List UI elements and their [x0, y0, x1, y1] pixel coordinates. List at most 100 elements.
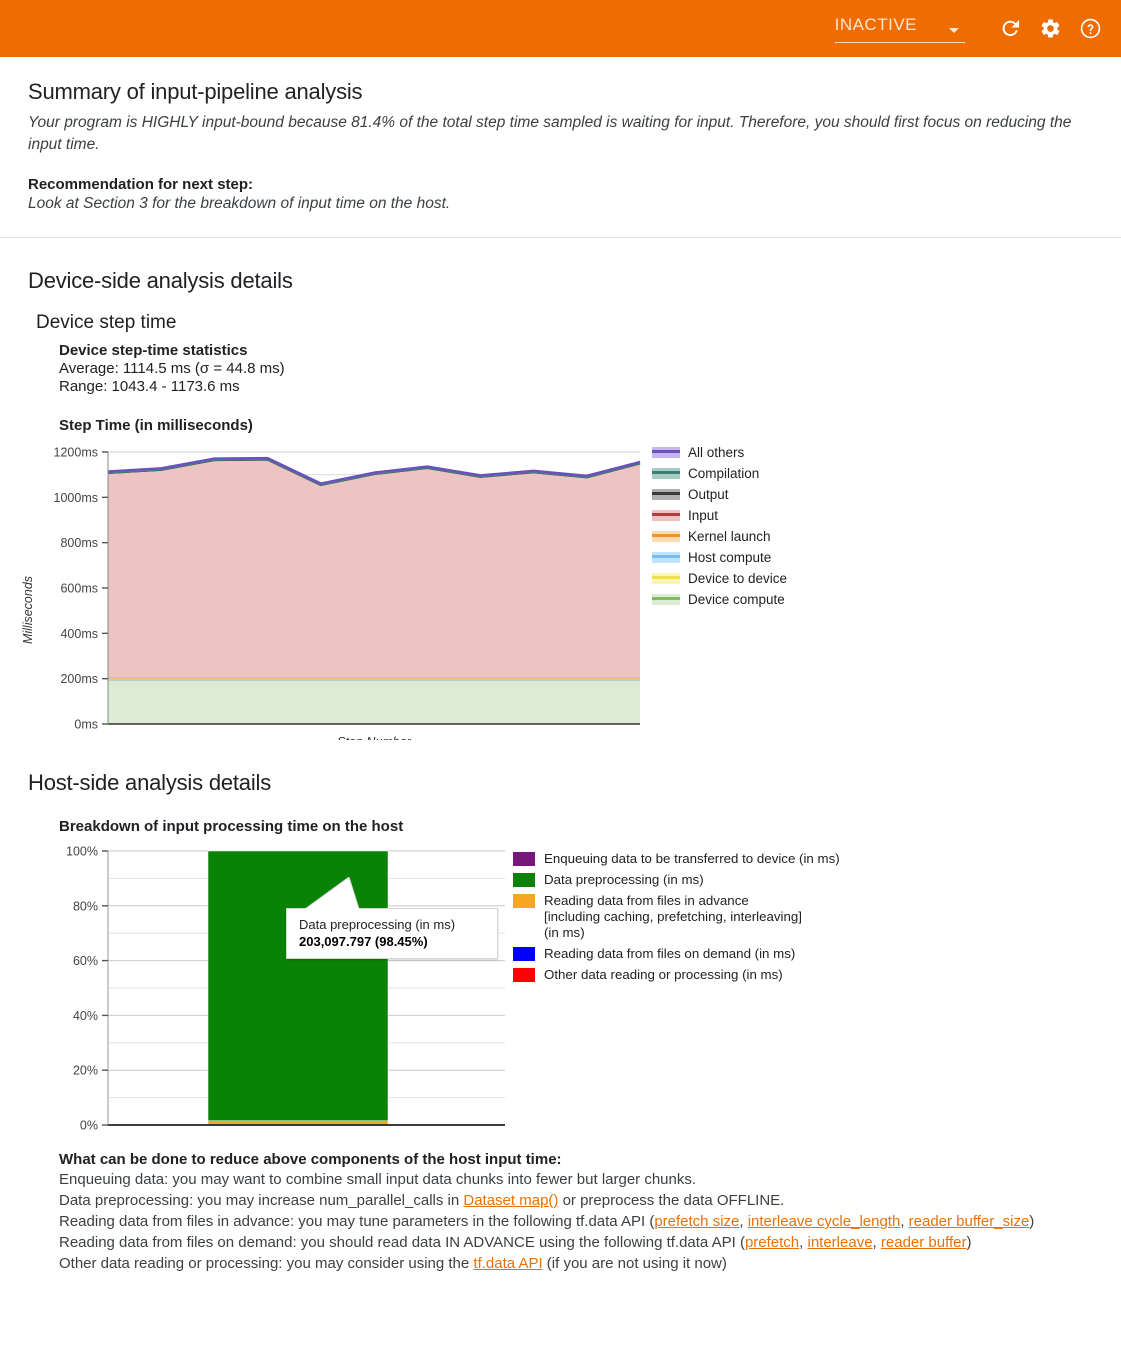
advice-line4-sep1: , — [799, 1234, 808, 1251]
legend-swatch-icon — [652, 489, 680, 500]
legend-item-host-compute[interactable]: Host compute — [652, 547, 787, 568]
legend-label: Output — [688, 487, 729, 502]
host-legend-item-0[interactable]: Enqueuing data to be transferred to devi… — [513, 851, 853, 867]
gear-icon — [1041, 19, 1059, 38]
host-legend-label: Data preprocessing (in ms) — [544, 872, 704, 887]
svg-text:0%: 0% — [80, 1119, 98, 1133]
host-legend-label: Other data reading or processing (in ms) — [544, 967, 783, 982]
advice-line-preprocessing: Data preprocessing: you may increase num… — [59, 1190, 1099, 1211]
chart-tooltip: Data preprocessing (in ms) 203,097.797 (… — [286, 877, 498, 959]
recommendation-title: Recommendation for next step: — [28, 176, 254, 193]
legend-swatch-icon — [652, 510, 680, 521]
legend-label: Host compute — [688, 550, 772, 565]
advice-line2-suffix: or preprocess the data OFFLINE. — [558, 1192, 785, 1209]
svg-text:80%: 80% — [73, 899, 98, 913]
refresh-button[interactable] — [993, 12, 1027, 46]
device-stats-title: Device step-time statistics — [59, 342, 248, 359]
legend-item-output[interactable]: Output — [652, 484, 787, 505]
tooltip-pointer — [303, 877, 361, 911]
legend-item-kernel-launch[interactable]: Kernel launch — [652, 526, 787, 547]
legend-item-device-to-device[interactable]: Device to device — [652, 568, 787, 589]
link-reader-buffer-size[interactable]: reader buffer_size — [908, 1213, 1030, 1230]
host-legend-item-2[interactable]: Reading data from files in advance [incl… — [513, 893, 853, 941]
host-legend-swatch-icon — [513, 873, 535, 887]
legend-label: Compilation — [688, 466, 760, 481]
tooltip-value: 203,097.797 (98.45%) — [299, 934, 428, 949]
host-legend-swatch-icon — [513, 894, 535, 908]
link-interleave-cycle-length[interactable]: interleave cycle_length — [747, 1213, 901, 1230]
step-time-chart[interactable]: 0ms 200ms 400ms 600ms 800ms 1000ms 1200ms Milli… — [0, 440, 1121, 740]
legend-swatch-icon — [652, 531, 680, 542]
svg-text:Milliseconds: Milliseconds — [21, 576, 35, 644]
help-icon — [1080, 18, 1100, 39]
legend-item-all-others[interactable]: All others — [652, 442, 787, 463]
step-time-plot: 0ms 200ms 400ms 600ms 800ms 1000ms 1200ms Milli… — [21, 446, 641, 740]
link-prefetch-size[interactable]: prefetch size — [654, 1213, 740, 1230]
link-dataset-map[interactable]: Dataset map() — [463, 1192, 559, 1209]
host-legend-label: Reading data from files on demand (in ms… — [544, 946, 796, 961]
svg-text:800ms: 800ms — [60, 536, 98, 550]
host-legend-label: Reading data from files in advance [incl… — [544, 893, 802, 940]
step-time-legend[interactable]: All others Compilation Output Input Kernel l… — [652, 442, 787, 610]
tooltip-label: Data preprocessing (in ms) — [299, 917, 456, 932]
legend-label: Kernel launch — [688, 529, 771, 544]
legend-label: All others — [688, 445, 745, 460]
device-stats-average: Average: 1114.5 ms (σ = 44.8 ms) — [59, 360, 285, 377]
host-legend-swatch-icon — [513, 947, 535, 961]
advice-line-read-advance: Reading data from files in advance: you … — [59, 1211, 1099, 1232]
host-side-heading: Host-side analysis details — [28, 770, 272, 795]
link-tfdata-api[interactable]: tf.data API — [473, 1255, 543, 1272]
host-breakdown-legend[interactable]: Enqueuing data to be transferred to devi… — [513, 851, 853, 988]
legend-swatch-icon — [652, 594, 680, 605]
link-prefetch[interactable]: prefetch — [744, 1234, 800, 1251]
advice-line4-suffix: ) — [966, 1234, 972, 1251]
advice-line4-prefix: Reading data from files on demand: you s… — [59, 1234, 745, 1251]
app-toolbar: INACTIVE — [0, 0, 1121, 57]
legend-swatch-icon — [652, 468, 680, 479]
link-interleave[interactable]: interleave — [807, 1234, 873, 1251]
svg-text:60%: 60% — [73, 954, 98, 968]
device-stats-range: Range: 1043.4 - 1173.6 ms — [59, 378, 240, 395]
legend-item-input[interactable]: Input — [652, 505, 787, 526]
summary-card: Summary of input-pipeline analysis Your … — [0, 57, 1121, 238]
svg-text:600ms: 600ms — [60, 582, 98, 596]
svg-text:1000ms: 1000ms — [54, 491, 98, 505]
chevron-down-icon — [949, 27, 959, 33]
help-button[interactable] — [1073, 12, 1107, 46]
advice-line3-prefix: Reading data from files in advance: you … — [59, 1213, 655, 1230]
recommendation-body: Look at Section 3 for the breakdown of i… — [28, 195, 451, 212]
advice-line3-sep2: , — [900, 1213, 909, 1230]
advice-line1-text: Enqueuing data: you may want to combine … — [59, 1171, 697, 1188]
run-selector[interactable]: INACTIVE — [834, 14, 965, 43]
link-reader-buffer[interactable]: reader buffer — [880, 1234, 967, 1251]
legend-swatch-icon — [652, 552, 680, 563]
host-legend-item-1[interactable]: Data preprocessing (in ms) — [513, 872, 853, 888]
svg-text:Step Number: Step Number — [337, 735, 411, 740]
host-legend-label: Enqueuing data to be transferred to devi… — [544, 851, 840, 866]
run-selector-value: INACTIVE — [834, 14, 917, 34]
svg-text:200ms: 200ms — [60, 672, 98, 686]
refresh-icon — [1002, 19, 1019, 37]
host-breakdown-plot: 0% 20% 40% 60% 80% 100% — [66, 845, 505, 1133]
svg-text:100%: 100% — [66, 845, 98, 859]
step-time-chart-title: Step Time (in milliseconds) — [59, 417, 253, 434]
advice-line-enqueuing: Enqueuing data: you may want to combine … — [59, 1169, 1099, 1190]
host-legend-item-4[interactable]: Other data reading or processing (in ms) — [513, 967, 853, 983]
advice-line4-sep2: , — [872, 1234, 881, 1251]
settings-button[interactable] — [1033, 12, 1067, 46]
advice-title: What can be done to reduce above compone… — [59, 1151, 562, 1168]
advice-line-other: Other data reading or processing: you ma… — [59, 1253, 1099, 1274]
host-breakdown-chart[interactable]: 0% 20% 40% 60% 80% 100% Enqueuing data to be … — [0, 843, 1121, 1143]
legend-item-compilation[interactable]: Compilation — [652, 463, 787, 484]
host-input-advice: What can be done to reduce above compone… — [59, 1151, 1099, 1274]
host-legend-swatch-icon — [513, 968, 535, 982]
advice-line3-suffix: ) — [1029, 1213, 1035, 1230]
advice-line5-prefix: Other data reading or processing: you ma… — [59, 1255, 474, 1272]
advice-line3-sep1: , — [739, 1213, 748, 1230]
legend-item-device-compute[interactable]: Device compute — [652, 589, 787, 610]
svg-text:400ms: 400ms — [60, 627, 98, 641]
host-legend-swatch-icon — [513, 852, 535, 866]
legend-label: Device to device — [688, 571, 788, 586]
run-selector-underline — [834, 41, 965, 43]
host-legend-item-3[interactable]: Reading data from files on demand (in ms… — [513, 946, 853, 962]
